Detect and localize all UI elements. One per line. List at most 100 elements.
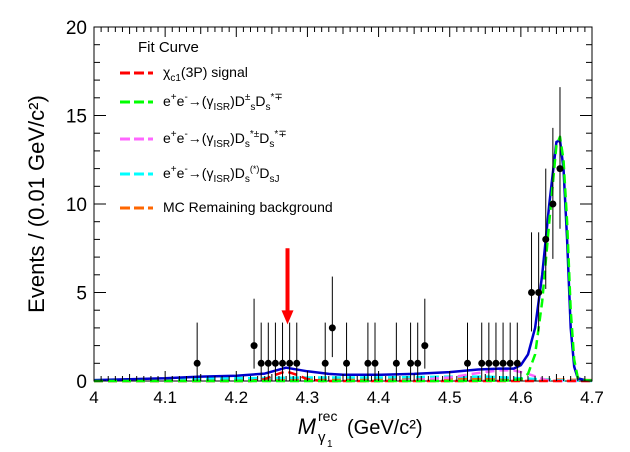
legend-text-part: s [269, 139, 274, 150]
data-point [421, 342, 429, 350]
data-point [513, 359, 521, 367]
data-point [506, 359, 514, 367]
axes: 4 4.1 4.2 4.3 4.4 4.5 4.6 4.7 0 5 10 15 20 [66, 18, 604, 407]
legend-text-part: D [259, 165, 269, 181]
legend-text-part: (*) [250, 164, 260, 174]
legend-text-part: e [177, 130, 185, 146]
legend-text-part: χ [163, 64, 171, 80]
legend-text-part: (3P) signal [181, 64, 248, 80]
legend-text-part: ISR [213, 174, 230, 185]
legend-text-part: e [163, 165, 171, 181]
x-tick-label: 4.4 [367, 388, 391, 407]
legend-text-part: ± [245, 92, 251, 103]
x-axis-units: (GeV/c²) [347, 417, 423, 439]
legend-label-dsds: e+e-→(γISR)D±sDs*∓ [163, 92, 283, 113]
legend-text-part: + [171, 164, 177, 175]
data-point [492, 359, 500, 367]
legend-text-part: MC Remaining background [163, 199, 333, 215]
data-point [542, 235, 550, 243]
data-point [264, 359, 272, 367]
data-point [293, 359, 301, 367]
x-tick-label: 4.7 [580, 388, 604, 407]
peak-arrow [281, 248, 294, 325]
legend-title: Fit Curve [138, 39, 199, 56]
legend-label-remaining: MC Remaining background [163, 199, 333, 215]
ds-dsstar-curve [94, 135, 593, 383]
data-point [535, 289, 543, 296]
total-fit-curve [93, 139, 593, 382]
data-point [549, 200, 557, 208]
data-point [257, 359, 265, 367]
x-tick-label: 4.6 [509, 388, 533, 407]
data-points [193, 87, 564, 381]
data-point [193, 359, 201, 367]
y-axis-label: Events / (0.01 GeV/c²) [24, 95, 49, 313]
data-point [328, 324, 336, 332]
legend-text-part: c1 [170, 73, 181, 84]
legend-text-part: e [177, 93, 185, 109]
data-point [271, 359, 279, 367]
x-tick-label: 4.5 [438, 388, 462, 407]
legend-text-part: e [163, 130, 171, 146]
arrow-head [281, 310, 294, 325]
legend-text-part: →(γ [188, 165, 214, 181]
x-axis-label-sup: rec [318, 408, 337, 424]
data-point [485, 359, 493, 367]
data-point [556, 165, 564, 173]
legend-label-signal: χc1(3P) signal [163, 64, 248, 84]
y-tick-label: 10 [66, 195, 87, 216]
legend-label-dsstar: e+e-→(γISR)Ds*±Ds*∓ [163, 129, 287, 150]
x-tick-label: 4.2 [224, 388, 248, 407]
legend-text-part: →(γ [188, 130, 214, 146]
legend-text-part: *∓ [271, 92, 283, 103]
data-point [343, 359, 351, 367]
legend-text-part: ISR [213, 139, 230, 150]
legend-text-part: D [259, 130, 269, 146]
legend-text-part: + [171, 129, 177, 140]
legend-text-part: s [245, 139, 250, 150]
legend-text-part: ISR [213, 102, 230, 113]
data-point [321, 359, 329, 367]
x-axis-label-main: M [298, 414, 317, 439]
legend-text-part: s [250, 102, 255, 113]
x-axis-label: M [298, 414, 317, 439]
legend-label-dsj: e+e-→(γISR)Ds(*)DsJ [163, 164, 280, 185]
legend-text-part: *± [250, 129, 260, 140]
data-point [286, 359, 294, 367]
data-point [528, 289, 536, 296]
legend-text-part: D [255, 93, 265, 109]
x-tick-label: 4.1 [153, 388, 177, 407]
data-point [499, 359, 507, 367]
legend-text-part: )D [230, 93, 245, 109]
data-point [392, 359, 400, 367]
data-point [478, 359, 486, 367]
data-point [407, 359, 415, 367]
legend-text-part: )D [230, 130, 245, 146]
legend-text-part: + [171, 92, 177, 103]
legend-text-part: e [163, 93, 171, 109]
y-tick-label: 0 [76, 372, 87, 393]
y-tick-label: 5 [76, 284, 87, 305]
data-point [414, 359, 422, 367]
x-axis-label-subsub: 1 [327, 439, 333, 450]
legend-text-part: - [184, 129, 187, 140]
data-point [250, 342, 258, 350]
legend-text-part: - [184, 92, 187, 103]
y-tick-label: 15 [66, 107, 87, 128]
data-point [464, 359, 471, 367]
legend-text-part: )D [230, 165, 245, 181]
y-tick-label: 20 [66, 18, 87, 39]
fit-curves [93, 135, 593, 383]
legend-text-part: *∓ [274, 129, 286, 140]
legend-text-part: sJ [270, 174, 280, 185]
x-tick-label: 4.3 [296, 388, 320, 407]
legend-text-part: e [177, 165, 185, 181]
x-axis-label-sub: γ [318, 429, 326, 446]
data-point [279, 359, 287, 367]
x-tick-label: 4 [89, 388, 98, 407]
data-point [371, 359, 379, 367]
legend-text-part: s [266, 102, 271, 113]
data-point [364, 359, 372, 367]
